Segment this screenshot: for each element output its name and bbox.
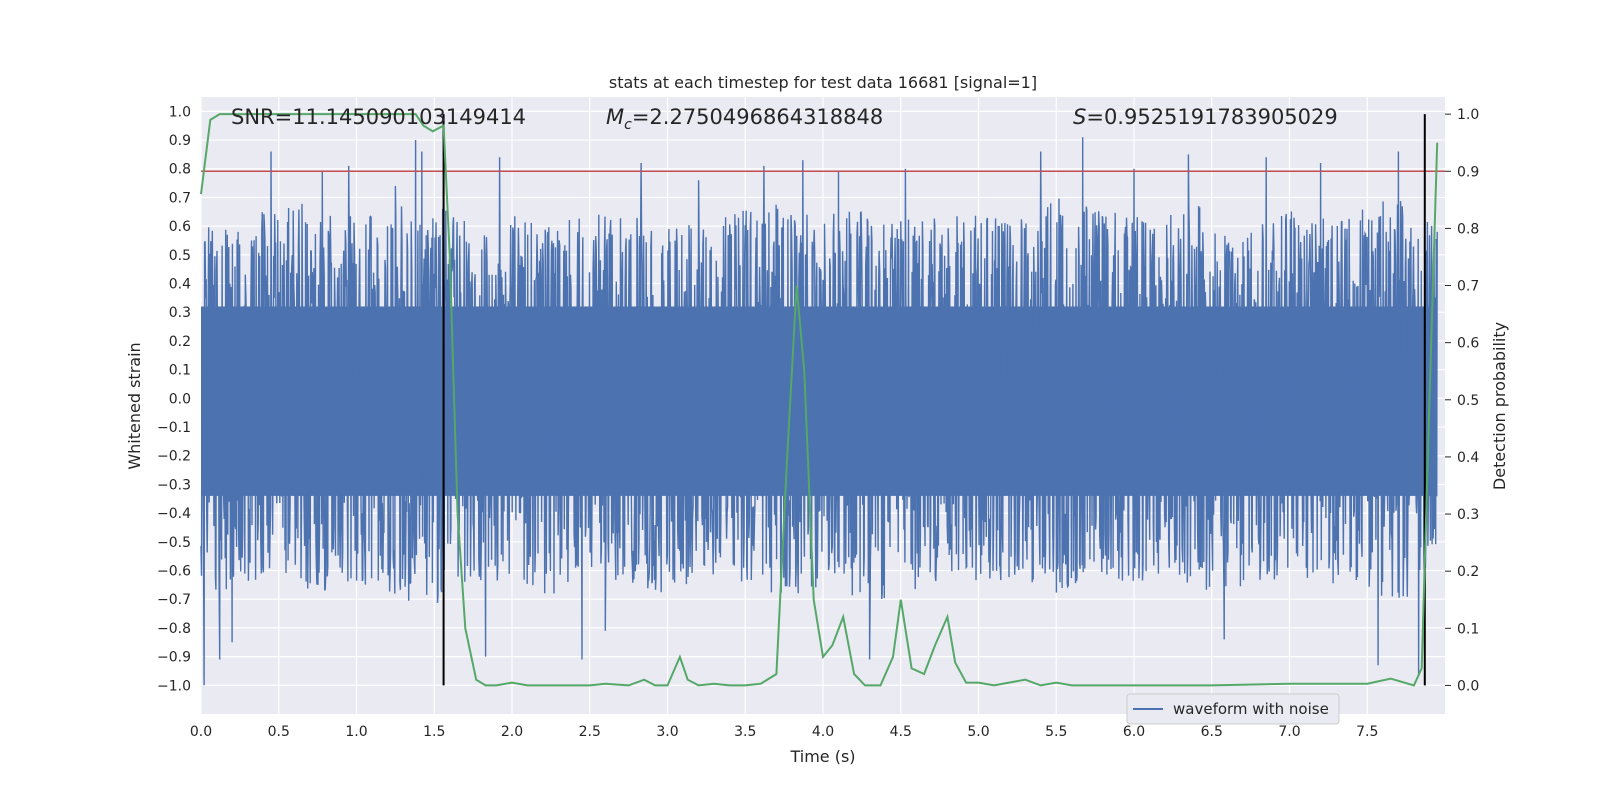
y-tick-label: −0.4 xyxy=(157,506,191,522)
y-tick-label: −1.0 xyxy=(157,678,191,694)
detection-probability-line xyxy=(200,113,1439,687)
y2-tick-label: 0.5 xyxy=(1457,393,1479,409)
legend-box xyxy=(1126,693,1340,725)
y-tick-label: −0.6 xyxy=(157,564,191,580)
score-value: =0.9525191783905029 xyxy=(1086,105,1337,129)
x-tick-label: 3.0 xyxy=(656,724,678,740)
y2-tick-label: 0.7 xyxy=(1457,279,1479,295)
x-tick-label: 2.5 xyxy=(579,724,601,740)
y2-tick-label: 0.4 xyxy=(1457,450,1479,466)
y-tick-label: −0.7 xyxy=(157,592,191,608)
y-tick-label: 1.0 xyxy=(169,104,191,120)
y-tick-label: 0.9 xyxy=(169,133,191,149)
x-tick-label: 5.0 xyxy=(967,724,989,740)
y-tick-label: 0.7 xyxy=(169,190,191,206)
y-axis-label: Whitened strain xyxy=(125,342,144,469)
x-tick-label: 7.5 xyxy=(1356,724,1378,740)
x-tick-label: 2.0 xyxy=(501,724,523,740)
x-tick-label: 4.5 xyxy=(890,724,912,740)
y2-tick-label: 0.0 xyxy=(1457,678,1479,694)
y-tick-label: −0.5 xyxy=(157,535,191,551)
y-tick-label: 0.1 xyxy=(169,363,191,379)
x-axis-label: Time (s) xyxy=(789,747,855,766)
x-tick-label: 1.5 xyxy=(423,724,445,740)
y-tick-label: −0.2 xyxy=(157,449,191,465)
score-annotation: S=0.9525191783905029 xyxy=(1073,105,1338,129)
y-tick-label: 0.0 xyxy=(169,391,191,407)
strain-line xyxy=(200,137,1438,686)
x-tick-labels: 0.0 0.5 1.0 1.5 2.0 2.5 3.0 3.5 4.0 4.5 5.0 5.5 6.0 6… xyxy=(190,724,1379,740)
y-tick-label: 0.2 xyxy=(169,334,191,350)
y-tick-label: 0.6 xyxy=(169,219,191,235)
y2-tick-label: 0.2 xyxy=(1457,564,1479,580)
x-tick-label: 1.0 xyxy=(345,724,367,740)
y2-axis-label: Detection probability xyxy=(1490,322,1509,490)
x-tick-label: 3.5 xyxy=(734,724,756,740)
y2-tick-label: 0.1 xyxy=(1457,621,1479,637)
legend: waveform with noise xyxy=(1126,693,1340,725)
chirp-mass-subscript: c xyxy=(624,117,632,133)
y-tick-label: −0.8 xyxy=(157,621,191,637)
x-tick-label: 0.5 xyxy=(268,724,290,740)
y-tick-label: 0.3 xyxy=(169,305,191,321)
chart-title: stats at each timestep for test data 166… xyxy=(609,73,1037,92)
y-tick-label: −0.1 xyxy=(157,420,191,436)
y2-tick-label: 1.0 xyxy=(1457,107,1479,123)
x-tick-label: 5.5 xyxy=(1045,724,1067,740)
y2-tick-label: 0.9 xyxy=(1457,164,1479,180)
chirp-mass-value: =2.2750496864318848 xyxy=(632,105,883,129)
y-tick-label: 0.4 xyxy=(169,277,191,293)
x-tick-label: 6.0 xyxy=(1123,724,1145,740)
chirp-mass-annotation: Mc=2.2750496864318848 xyxy=(606,105,883,133)
y2-tick-labels: 1.0 0.9 0.8 0.7 0.6 0.5 0.4 0.3 0.2 0.1 0.0 xyxy=(1445,107,1479,694)
y2-tick-label: 0.3 xyxy=(1457,507,1479,523)
y-tick-label: −0.9 xyxy=(157,650,191,666)
x-tick-label: 7.0 xyxy=(1278,724,1300,740)
strain-series xyxy=(200,137,1438,686)
chirp-mass-symbol: M xyxy=(606,105,624,129)
legend-label: waveform with noise xyxy=(1173,700,1329,718)
y-tick-label: 0.8 xyxy=(169,162,191,178)
y-tick-labels: 1.0 0.9 0.8 0.7 0.6 0.5 0.4 0.3 0.2 0.1 0.0 −0.1 −0.… xyxy=(157,104,191,694)
score-symbol: S xyxy=(1073,105,1086,129)
x-tick-label: 6.5 xyxy=(1201,724,1223,740)
x-tick-label: 4.0 xyxy=(812,724,834,740)
y2-tick-label: 0.8 xyxy=(1457,221,1479,237)
x-tick-label: 0.0 xyxy=(190,724,212,740)
y-tick-label: −0.3 xyxy=(157,477,191,493)
snr-annotation: SNR=11.145090103149414 xyxy=(231,105,526,129)
y2-tick-label: 0.6 xyxy=(1457,336,1479,352)
y-tick-label: 0.5 xyxy=(169,248,191,264)
